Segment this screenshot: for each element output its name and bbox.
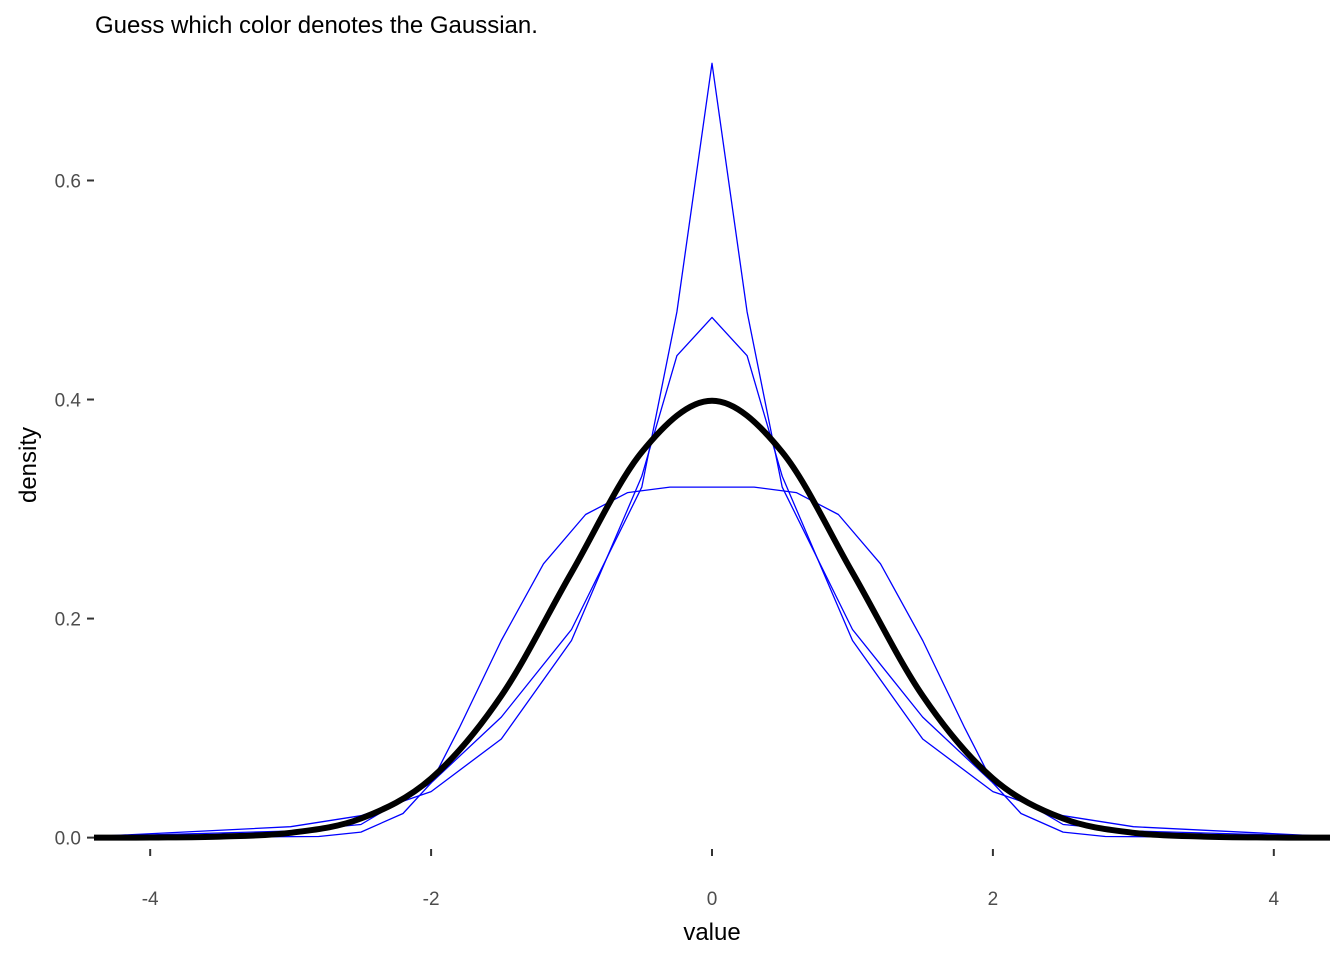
x-tick-label: -2: [423, 889, 440, 910]
y-tick-label: 0.2: [55, 610, 81, 631]
gaussian-series-line: [93, 397, 1331, 841]
x-axis: -4 -2 0 2 4: [142, 849, 1280, 910]
blue-series-line-3: [93, 486, 1331, 839]
x-tick-label: 4: [1269, 889, 1280, 910]
y-tick-label: 0.0: [55, 829, 81, 850]
x-axis-title: value: [683, 919, 740, 946]
chart-title: Guess which color denotes the Gaussian.: [95, 12, 538, 39]
x-tick-label: -4: [142, 889, 159, 910]
y-axis: 0.0 0.2 0.4 0.6: [55, 171, 94, 850]
y-axis-title: density: [15, 427, 42, 503]
blue-series-line-2: [93, 316, 1331, 838]
series-layer: [93, 62, 1331, 841]
y-tick-label: 0.4: [55, 391, 82, 412]
y-tick-label: 0.6: [55, 171, 81, 192]
blue-series-line-1: [93, 62, 1331, 838]
x-tick-label: 0: [707, 889, 718, 910]
x-tick-label: 2: [988, 889, 999, 910]
